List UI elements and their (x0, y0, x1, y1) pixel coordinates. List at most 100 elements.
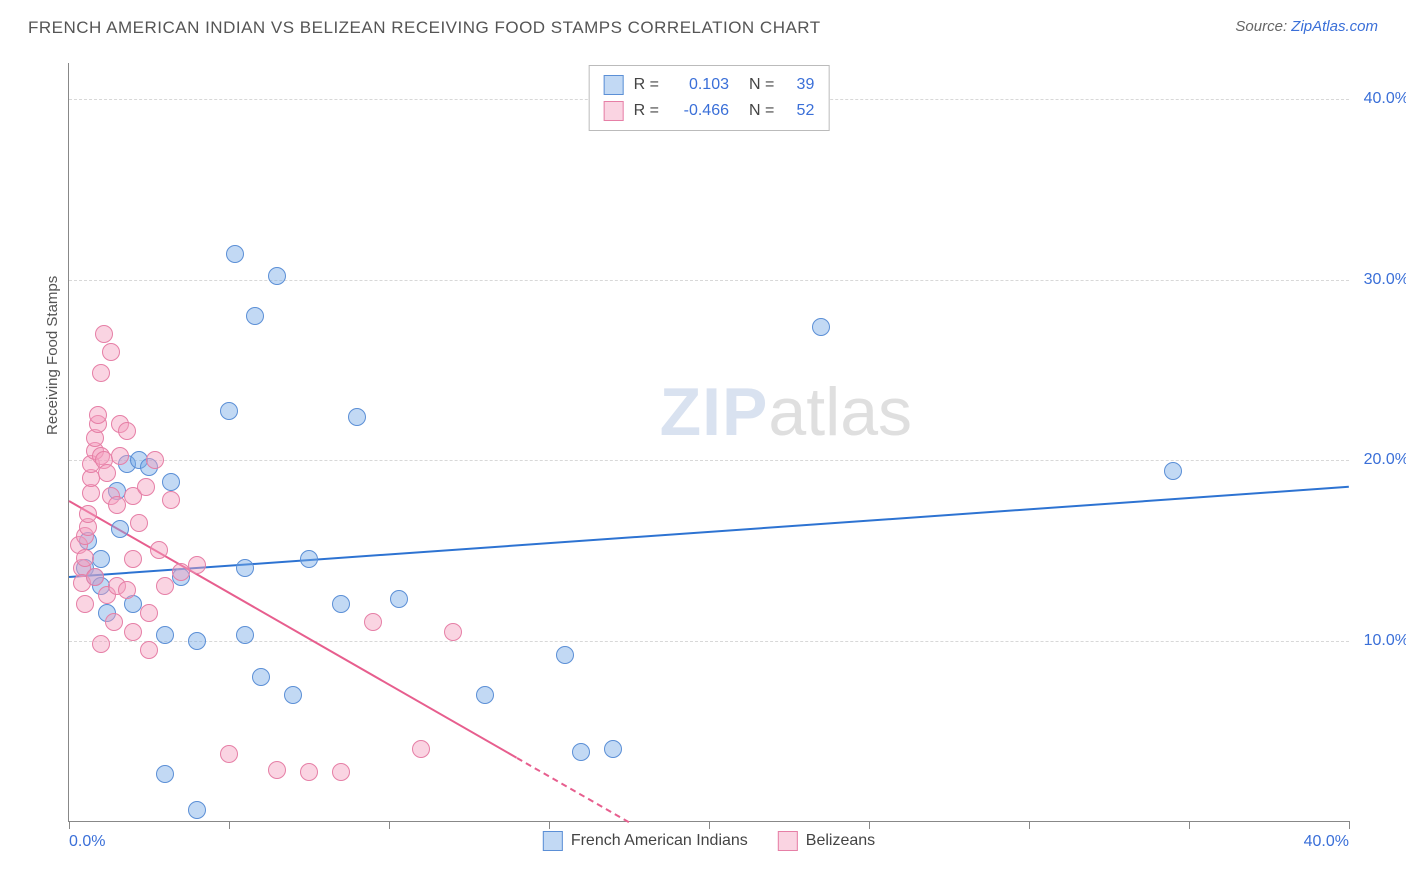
legend-n-value: 39 (784, 72, 814, 98)
data-point (300, 550, 318, 568)
legend-item: Belizeans (778, 831, 875, 851)
y-tick-label: 20.0% (1364, 451, 1406, 469)
data-point (188, 556, 206, 574)
legend-series: French American Indians Belizeans (533, 831, 885, 851)
y-tick-label: 10.0% (1364, 632, 1406, 650)
data-point (95, 325, 113, 343)
data-point (188, 632, 206, 650)
data-point (284, 686, 302, 704)
legend-swatch (543, 831, 563, 851)
data-point (89, 406, 107, 424)
data-point (86, 568, 104, 586)
data-point (79, 505, 97, 523)
data-point (162, 491, 180, 509)
legend-row: R = -0.466 N = 52 (604, 98, 815, 124)
legend-r-value: -0.466 (669, 98, 729, 124)
data-point (1164, 462, 1182, 480)
x-tick (1029, 821, 1030, 829)
legend-n-label: N = (749, 98, 774, 124)
data-point (348, 408, 366, 426)
data-point (118, 581, 136, 599)
data-point (156, 577, 174, 595)
data-point (412, 740, 430, 758)
data-point (76, 549, 94, 567)
data-point (124, 623, 142, 641)
data-point (118, 422, 136, 440)
data-point (226, 245, 244, 263)
source-link[interactable]: ZipAtlas.com (1291, 18, 1378, 35)
legend-swatch (604, 75, 624, 95)
data-point (108, 496, 126, 514)
chart-title: FRENCH AMERICAN INDIAN VS BELIZEAN RECEI… (28, 18, 821, 38)
data-point (444, 623, 462, 641)
x-tick (1189, 821, 1190, 829)
legend-correlation: R = 0.103 N = 39 R = -0.466 N = 52 (589, 65, 830, 131)
legend-item: French American Indians (543, 831, 748, 851)
data-point (130, 514, 148, 532)
data-point (140, 641, 158, 659)
x-tick (389, 821, 390, 829)
data-point (300, 763, 318, 781)
data-point (140, 604, 158, 622)
legend-r-label: R = (634, 72, 659, 98)
data-point (604, 740, 622, 758)
legend-n-label: N = (749, 72, 774, 98)
data-point (124, 550, 142, 568)
data-point (220, 745, 238, 763)
gridline (69, 460, 1349, 461)
gridline (69, 641, 1349, 642)
data-point (476, 686, 494, 704)
data-point (162, 473, 180, 491)
trend-line (517, 757, 630, 823)
data-point (332, 763, 350, 781)
gridline (69, 280, 1349, 281)
watermark: ZIPatlas (660, 373, 912, 451)
data-point (111, 447, 129, 465)
y-axis-label: Receiving Food Stamps (44, 276, 61, 435)
data-point (268, 267, 286, 285)
data-point (156, 765, 174, 783)
data-point (188, 801, 206, 819)
legend-item-label: Belizeans (806, 832, 875, 850)
data-point (146, 451, 164, 469)
data-point (76, 595, 94, 613)
legend-n-value: 52 (784, 98, 814, 124)
trend-line (69, 485, 1349, 577)
data-point (236, 559, 254, 577)
chart-container: Receiving Food Stamps R =0.103N =39R =-0… (50, 55, 1380, 845)
data-point (364, 613, 382, 631)
data-point (92, 364, 110, 382)
legend-item-label: French American Indians (571, 832, 748, 850)
data-point (252, 668, 270, 686)
y-tick-label: 30.0% (1364, 271, 1406, 289)
data-point (102, 343, 120, 361)
y-tick-label: 40.0% (1364, 90, 1406, 108)
legend-row: R = 0.103 N = 39 (604, 72, 815, 98)
data-point (137, 478, 155, 496)
data-point (246, 307, 264, 325)
data-point (156, 626, 174, 644)
x-tick (869, 821, 870, 829)
data-point (220, 402, 238, 420)
legend-r-label: R = (634, 98, 659, 124)
data-point (556, 646, 574, 664)
data-point (150, 541, 168, 559)
data-point (268, 761, 286, 779)
x-tick-label: 0.0% (69, 833, 105, 851)
x-tick-label: 40.0% (1304, 833, 1349, 851)
data-point (98, 464, 116, 482)
legend-swatch (604, 101, 624, 121)
data-point (92, 550, 110, 568)
data-point (105, 613, 123, 631)
source-label: Source: ZipAtlas.com (1235, 18, 1378, 35)
x-tick (549, 821, 550, 829)
x-tick (709, 821, 710, 829)
legend-r-value: 0.103 (669, 72, 729, 98)
data-point (390, 590, 408, 608)
data-point (236, 626, 254, 644)
x-tick (229, 821, 230, 829)
data-point (92, 635, 110, 653)
scatter-plot: R =0.103N =39R =-0.466N =52 ZIPatlas Fre… (68, 63, 1349, 822)
data-point (812, 318, 830, 336)
data-point (572, 743, 590, 761)
